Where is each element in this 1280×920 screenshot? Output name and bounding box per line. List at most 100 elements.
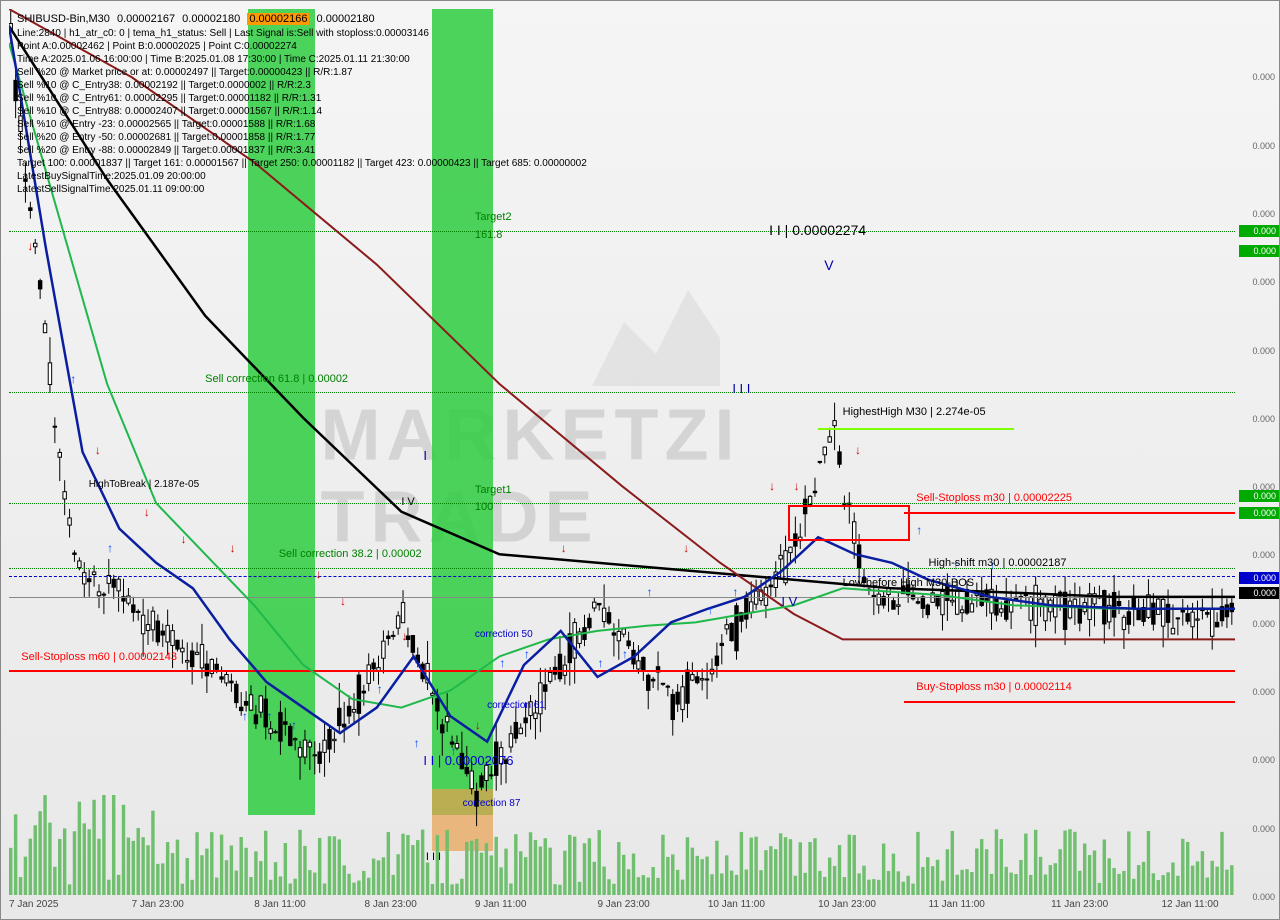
red-box	[788, 505, 911, 540]
x-tick-label: 11 Jan 11:00	[929, 899, 985, 910]
signal-arrow-up: ↑	[916, 523, 922, 537]
line-label: Target1	[475, 484, 512, 496]
line-label: Sell correction 61.8 | 0.00002	[205, 373, 348, 385]
line-label: Low before High M30-BOS	[843, 577, 974, 589]
price-tag: 0.000	[1239, 245, 1279, 257]
y-tick-label: 0.000	[1252, 209, 1275, 219]
info-line: Sell %10 @ C_Entry88: 0.00002407 || Targ…	[17, 105, 587, 118]
signal-arrow-up: ↑	[266, 709, 272, 723]
x-tick-label: 11 Jan 23:00	[1051, 899, 1108, 910]
signal-arrow-down: ↓	[401, 629, 407, 643]
line-sublabel: 100	[475, 501, 493, 513]
symbol: SHIBUSD-Bin,M30	[17, 13, 110, 25]
chart-annotation: I I I	[732, 381, 750, 396]
info-line: Target 100: 0.00001837 || Target 161: 0.…	[17, 157, 587, 170]
chart-annotation: I	[423, 448, 427, 463]
chart-annotation: correction 61	[487, 700, 545, 711]
signal-arrow-down: ↓	[794, 479, 800, 493]
x-tick-label: 7 Jan 23:00	[132, 899, 184, 910]
y-tick-label: 0.000	[1252, 755, 1275, 765]
signal-arrow-up: ↑	[414, 736, 420, 750]
x-tick-label: 10 Jan 11:00	[708, 899, 765, 910]
signal-arrow-up: ↑	[524, 647, 530, 661]
chart-annotation: I I I	[426, 851, 441, 863]
x-tick-label: 8 Jan 11:00	[254, 899, 306, 910]
info-line: Sell %20 @ Entry -88: 0.00002849 || Targ…	[17, 144, 587, 157]
signal-arrow-up: ↑	[647, 585, 653, 599]
x-tick-label: 9 Jan 11:00	[475, 899, 527, 910]
chart-annotation: I I | 0.00002076	[423, 753, 513, 768]
info-line: LatestBuySignalTime:2025.01.09 20:00:00	[17, 170, 587, 183]
chart-area[interactable]: SHIBUSD-Bin,M30 0.00002167 0.00002180 0.…	[9, 9, 1235, 895]
y-tick-label: 0.000	[1252, 550, 1275, 560]
line-label: Sell correction 38.2 | 0.00002	[279, 548, 422, 560]
y-tick-label: 0.000	[1252, 619, 1275, 629]
y-tick-label: 0.000	[1252, 687, 1275, 697]
line-label: High-shift m30 | 0.00002187	[929, 557, 1067, 569]
x-tick-label: 8 Jan 23:00	[365, 899, 417, 910]
chart-annotation: I V	[781, 594, 797, 609]
info-line: Point A:0.00002462 | Point B:0.00002025 …	[17, 40, 587, 53]
y-tick-label: 0.000	[1252, 346, 1275, 356]
x-tick-label: 12 Jan 11:00	[1161, 899, 1218, 910]
y-tick-label: 0.000	[1252, 141, 1275, 151]
chart-annotation: V	[824, 257, 833, 273]
price-tag: 0.000	[1239, 225, 1279, 237]
info-line: Sell %10 @ C_Entry61: 0.00002295 || Targ…	[17, 92, 587, 105]
ohlc-c: 0.00002180	[317, 13, 375, 25]
ohlc-o: 0.00002167	[117, 13, 175, 25]
chart-container: MARKETZI TRADE SHIBUSD-Bin,M30 0.0000216…	[0, 0, 1280, 920]
signal-arrow-up: ↑	[622, 647, 628, 661]
signal-arrow-up: ↑	[107, 541, 113, 555]
line-label: Buy-Stoploss m30 | 0.00002114	[916, 681, 1072, 693]
chart-annotation: I	[279, 709, 282, 721]
signal-arrow-down: ↓	[230, 541, 236, 555]
signal-arrow-up: ↑	[708, 603, 714, 617]
signal-arrow-down: ↓	[475, 718, 481, 732]
signal-arrow-up: ↑	[732, 585, 738, 599]
line-label: Sell-Stoploss m30 | 0.00002225	[916, 492, 1072, 504]
info-line: Line:2840 | h1_atr_c0: 0 | tema_h1_statu…	[17, 27, 587, 40]
line-label: Target2	[475, 211, 512, 223]
info-line: LatestSellSignalTime:2025.01.11 09:00:00	[17, 183, 587, 196]
y-tick-label: 0.000	[1252, 414, 1275, 424]
x-tick-label: 10 Jan 23:00	[818, 899, 876, 910]
price-tag: 0.000	[1239, 587, 1279, 599]
line-label: Sell-Stoploss m60 | 0.00002143	[21, 651, 177, 663]
signal-arrow-down: ↓	[316, 567, 322, 581]
y-tick-label: 0.000	[1252, 824, 1275, 834]
highest-high-label: HighestHigh M30 | 2.274e-05	[843, 406, 986, 418]
signal-arrow-down: ↓	[683, 541, 689, 555]
chart-title: SHIBUSD-Bin,M30 0.00002167 0.00002180 0.…	[17, 13, 375, 25]
signal-arrow-down: ↓	[340, 594, 346, 608]
signal-arrow-down: ↓	[95, 443, 101, 457]
signal-arrow-down: ↓	[27, 239, 33, 253]
signal-arrow-up: ↑	[377, 682, 383, 696]
y-tick-label: 0.000	[1252, 72, 1275, 82]
x-tick-label: 7 Jan 2025	[9, 899, 59, 910]
signal-arrow-up: ↑	[291, 718, 297, 732]
y-tick-label: 0.000	[1252, 277, 1275, 287]
signal-arrow-down: ↓	[181, 532, 187, 546]
signal-arrow-up: ↑	[499, 656, 505, 670]
info-line: Time A:2025.01.06 16:00:00 | Time B:2025…	[17, 53, 587, 66]
info-line: Sell %20 @ Entry -50: 0.00002681 || Targ…	[17, 131, 587, 144]
chart-annotation: I I | 0.00002274	[769, 222, 866, 238]
info-line: Sell %20 @ Market price or at: 0.0000249…	[17, 66, 587, 79]
chart-annotation: HighToBreak | 2.187e-05	[89, 479, 199, 490]
info-text-block: Line:2840 | h1_atr_c0: 0 | tema_h1_statu…	[17, 27, 587, 196]
signal-arrow-up: ↑	[70, 372, 76, 386]
signal-arrow-down: ↓	[769, 479, 775, 493]
signal-arrow-down: ↓	[855, 443, 861, 457]
chart-annotation: correction 87	[463, 798, 521, 809]
ohlc-l: 0.00002166	[247, 13, 309, 25]
y-tick-label: 0.000	[1252, 892, 1275, 902]
signal-arrow-up: ↑	[597, 656, 603, 670]
info-line: Sell %10 @ Entry -23: 0.00002565 || Targ…	[17, 118, 587, 131]
line-sublabel: 161.8	[475, 229, 503, 241]
signal-arrow-up: ↑	[242, 709, 248, 723]
signal-arrow-down: ↓	[144, 505, 150, 519]
signal-arrow-down: ↓	[561, 541, 567, 555]
price-tag: 0.000	[1239, 572, 1279, 584]
x-axis: 7 Jan 2025 7 Jan 23:00 8 Jan 11:00 8 Jan 23…	[9, 899, 1235, 915]
